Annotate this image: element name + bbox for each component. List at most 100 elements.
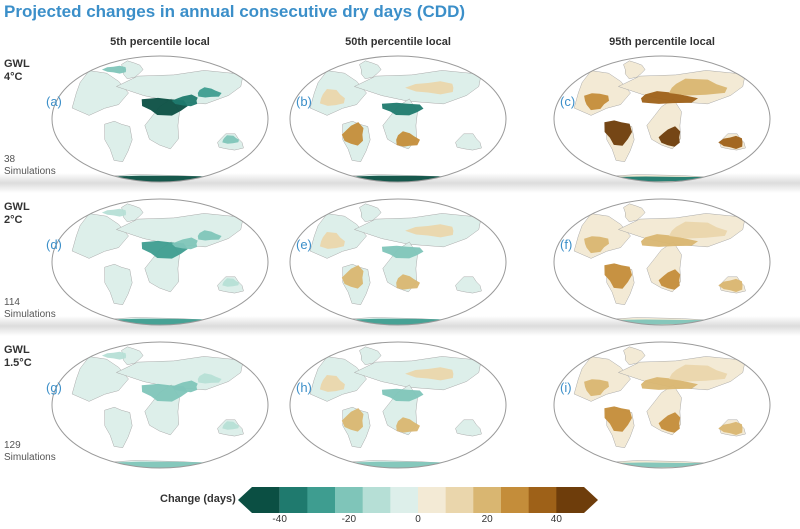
map-panel xyxy=(289,341,507,469)
gwl-label: GWL xyxy=(4,201,30,213)
panel-label: (b) xyxy=(296,94,312,109)
panel-label: (h) xyxy=(296,380,312,395)
anomaly-patch xyxy=(171,237,198,250)
anomaly-patch xyxy=(641,91,698,104)
land-greenland xyxy=(623,60,646,80)
anomaly-patch xyxy=(381,245,424,259)
land-south-america xyxy=(104,263,133,305)
land-greenland xyxy=(623,203,646,223)
anomaly-patch xyxy=(658,412,681,433)
gwl-label: GWL xyxy=(4,58,30,70)
simulations-label: Simulations xyxy=(4,452,56,463)
land-south-america xyxy=(104,406,133,448)
map-panel xyxy=(289,55,507,183)
anomaly-patch xyxy=(396,131,420,147)
colorbar-tick-label: 40 xyxy=(550,514,562,525)
land-greenland xyxy=(623,346,646,366)
land-australia xyxy=(455,419,482,437)
anomaly-patch xyxy=(396,274,420,290)
anomaly-patch xyxy=(341,408,364,432)
land-greenland xyxy=(359,203,382,223)
map-panel xyxy=(51,55,269,183)
anomaly-patch xyxy=(668,364,728,382)
map-panel xyxy=(553,55,771,183)
anomaly-patch xyxy=(222,278,239,287)
panel-label: (i) xyxy=(560,380,572,395)
map-panel xyxy=(51,341,269,469)
anomaly-patch xyxy=(668,78,728,96)
anomaly-patch xyxy=(405,224,454,238)
column-header: 95th percentile local xyxy=(609,36,715,48)
land-north-america xyxy=(71,213,129,259)
anomaly-patch xyxy=(405,367,454,381)
anomaly-patch xyxy=(606,176,732,182)
colorbar-swatch xyxy=(362,487,391,513)
land-australia xyxy=(455,133,482,151)
land-north-america xyxy=(71,70,129,116)
colorbar-tick-label: 20 xyxy=(481,514,493,525)
simulations-count: 129 xyxy=(4,440,21,451)
anomaly-patch xyxy=(606,462,732,468)
anomaly-patch xyxy=(101,208,127,217)
anomaly-patch xyxy=(658,126,681,147)
anomaly-patch xyxy=(668,221,728,239)
colorbar-tick-label: -20 xyxy=(341,514,357,525)
anomaly-patch xyxy=(197,373,222,384)
colorbar-swatch xyxy=(418,487,447,513)
anomaly-patch xyxy=(641,377,698,390)
anomaly-patch xyxy=(197,230,222,241)
anomaly-patch xyxy=(319,89,345,106)
land-greenland xyxy=(359,60,382,80)
simulations-count: 38 xyxy=(4,154,16,165)
anomaly-patch xyxy=(718,278,743,292)
colorbar-swatch xyxy=(501,487,530,513)
land-south-america xyxy=(104,120,133,162)
anomaly-patch xyxy=(718,135,743,149)
anomaly-patch xyxy=(381,102,424,116)
colorbar-tick-label: -40 xyxy=(272,514,287,525)
panel-label: (f) xyxy=(560,237,573,252)
column-header: 50th percentile local xyxy=(345,36,451,48)
map-panel xyxy=(553,198,771,326)
gwl-level: 1.5°C xyxy=(4,357,32,369)
anomaly-patch xyxy=(606,319,732,325)
anomaly-patch xyxy=(341,122,364,146)
panel-label: (c) xyxy=(560,94,576,109)
colorbar-swatch xyxy=(528,487,557,513)
anomaly-patch xyxy=(381,388,424,402)
colorbar-swatch xyxy=(279,487,308,513)
anomaly-patch xyxy=(101,65,127,74)
anomaly-patch xyxy=(319,375,345,392)
map-panel xyxy=(553,341,771,469)
panel-label: (a) xyxy=(46,94,62,109)
figure-title: Projected changes in annual consecutive … xyxy=(4,2,466,21)
colorbar-swatch xyxy=(238,487,280,513)
anomaly-patch xyxy=(658,269,681,290)
panel-label: (e) xyxy=(296,237,312,252)
colorbar-tick-label: 0 xyxy=(415,514,421,525)
colorbar-swatch xyxy=(335,487,364,513)
colorbar-swatch xyxy=(390,487,419,513)
map-panel xyxy=(51,198,269,326)
land-greenland xyxy=(359,346,382,366)
anomaly-patch xyxy=(584,93,609,111)
land-australia xyxy=(455,276,482,294)
anomaly-patch xyxy=(641,234,698,247)
anomaly-patch xyxy=(222,421,239,430)
gwl-level: 4°C xyxy=(4,71,23,83)
colorbar-swatch xyxy=(307,487,336,513)
anomaly-patch xyxy=(604,263,632,289)
map-panel xyxy=(289,198,507,326)
colorbar-label: Change (days) xyxy=(160,493,236,505)
anomaly-patch xyxy=(718,421,743,435)
anomaly-patch xyxy=(584,379,609,397)
anomaly-patch xyxy=(604,406,632,432)
anomaly-patch xyxy=(319,232,345,249)
anomaly-patch xyxy=(222,135,239,144)
colorbar-swatch xyxy=(445,487,474,513)
colorbar-swatch xyxy=(473,487,502,513)
anomaly-patch xyxy=(197,87,222,98)
simulations-count: 114 xyxy=(4,297,20,308)
colorbar xyxy=(238,487,598,513)
gwl-label: GWL xyxy=(4,344,30,356)
